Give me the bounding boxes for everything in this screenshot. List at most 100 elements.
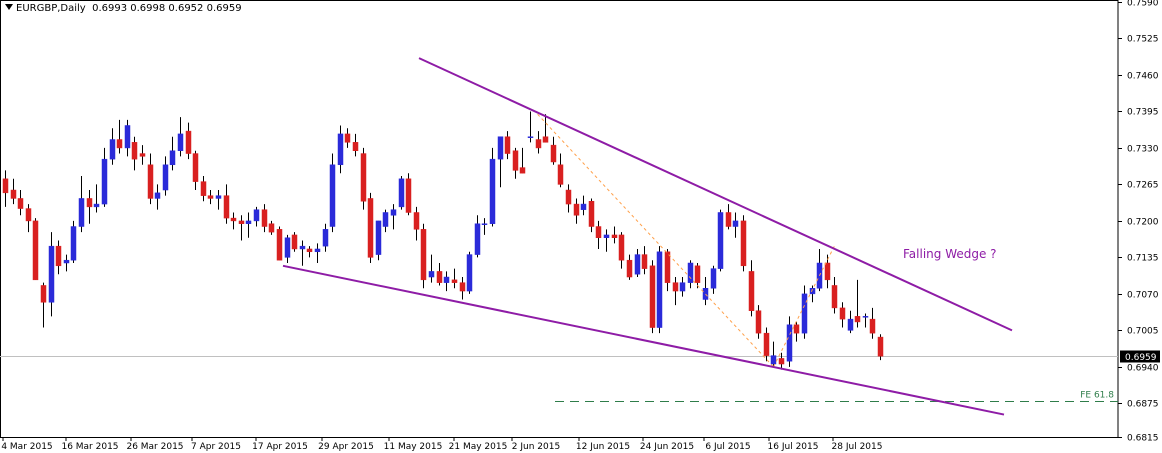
candle [497, 136, 504, 188]
candle [573, 198, 580, 224]
candle-body [443, 276, 450, 283]
candle [306, 246, 313, 258]
candle [717, 209, 724, 272]
candle [101, 147, 108, 207]
candle [93, 184, 100, 213]
candle [740, 215, 747, 272]
candle [763, 327, 770, 362]
candle [284, 234, 291, 263]
candle-body [162, 164, 169, 191]
x-tick-label: 11 May 2015 [384, 442, 443, 452]
candle [656, 246, 663, 334]
fib-projection-line [773, 245, 835, 368]
x-tick-label: 4 Mar 2015 [1, 442, 52, 452]
candle-body [360, 153, 367, 202]
candle [70, 220, 77, 263]
candle [679, 277, 686, 297]
y-tick-label: 0.6815 [1127, 434, 1159, 444]
candle [626, 254, 633, 280]
candle [169, 136, 176, 171]
y-tick-label: 0.7005 [1127, 327, 1159, 337]
candle-body [154, 192, 161, 199]
candle [839, 302, 846, 328]
candle [877, 334, 884, 361]
candle [162, 156, 169, 196]
candle-body [291, 234, 298, 250]
chart-header: EURGBP,Daily 0.6993 0.6998 0.6952 0.6959 [5, 3, 242, 14]
candle [481, 218, 488, 235]
candle [588, 198, 595, 233]
candle-body [405, 178, 412, 213]
candle-body [634, 254, 641, 275]
candle [360, 147, 367, 210]
candle [519, 147, 526, 174]
candle-body [481, 223, 488, 225]
candle-body [139, 153, 146, 157]
candle [512, 147, 519, 179]
x-tick-label: 7 Apr 2015 [191, 442, 241, 452]
candle [451, 268, 458, 289]
candle-body [253, 209, 260, 222]
candle [466, 251, 473, 294]
x-tick-label: 16 Jul 2015 [768, 442, 819, 452]
candle-body [48, 245, 55, 303]
candle [367, 192, 374, 263]
y-tick-label: 0.7460 [1127, 72, 1159, 82]
candle-body [32, 220, 39, 281]
candle-body [725, 212, 732, 227]
candle [238, 215, 245, 241]
candle-body [86, 198, 93, 208]
candle [78, 176, 85, 233]
candle-body [261, 209, 268, 227]
candle [801, 285, 808, 339]
candle-body [618, 234, 625, 261]
candle-body [862, 316, 869, 318]
candle-body [40, 285, 47, 303]
candle [755, 305, 762, 339]
candle-body [245, 220, 252, 224]
x-tick-label: 12 Jun 2015 [576, 442, 630, 452]
candle-body [877, 336, 884, 357]
candle-body [497, 136, 504, 160]
x-tick-label: 17 Apr 2015 [252, 442, 308, 452]
candle [443, 271, 450, 292]
candle [63, 254, 70, 272]
candle [436, 263, 443, 286]
candle [124, 119, 131, 157]
candle-body [55, 245, 62, 267]
candle-body [230, 217, 237, 222]
candle [413, 206, 420, 241]
candle-body [847, 318, 854, 331]
candle-body [732, 220, 739, 227]
candle [474, 215, 481, 258]
candle [687, 260, 694, 289]
candle-body [869, 318, 876, 334]
candle-body [390, 209, 397, 216]
candle-body [420, 229, 427, 281]
y-tick-label: 0.6875 [1127, 400, 1159, 410]
candle-body [649, 265, 656, 328]
candle-body [679, 282, 686, 292]
candle-body [854, 316, 861, 323]
candle-body [109, 139, 116, 160]
candle [732, 212, 739, 238]
candle-body [466, 254, 473, 292]
candle [595, 220, 602, 249]
candle-body [801, 293, 808, 334]
triangle-down-icon [5, 4, 13, 10]
candles-group [2, 111, 884, 370]
candle [725, 204, 732, 230]
candle-body [603, 234, 610, 238]
candle-body [839, 307, 846, 320]
candle-body [459, 282, 466, 292]
candle-body [238, 220, 245, 224]
candle-body [352, 142, 359, 151]
y-tick-label: 0.7135 [1127, 254, 1159, 264]
candle-body [748, 271, 755, 311]
candle-body [656, 251, 663, 328]
candle-body [314, 248, 321, 253]
x-tick-label: 29 Apr 2015 [318, 442, 374, 452]
candle-body [550, 144, 557, 163]
candle [778, 352, 785, 370]
